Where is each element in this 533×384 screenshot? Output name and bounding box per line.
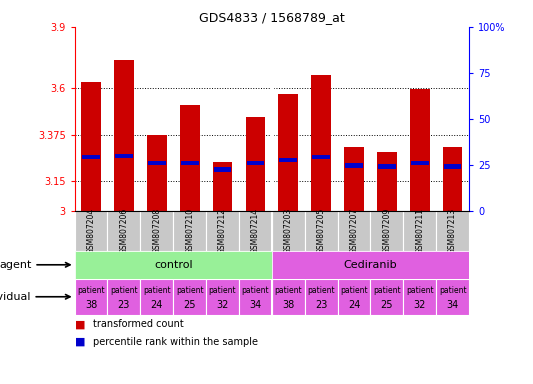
Text: GSM807211: GSM807211: [415, 208, 424, 254]
Bar: [247, 161, 264, 166]
Text: ■: ■: [75, 319, 85, 329]
Bar: [378, 164, 395, 169]
Bar: [81, 82, 101, 212]
Text: patient: patient: [110, 286, 138, 295]
Bar: [75, 212, 108, 251]
Text: patient: patient: [406, 286, 433, 295]
Bar: [272, 251, 469, 279]
Text: 24: 24: [151, 300, 163, 310]
Text: percentile rank within the sample: percentile rank within the sample: [93, 337, 259, 347]
Text: patient: patient: [176, 286, 204, 295]
Text: patient: patient: [340, 286, 368, 295]
Bar: [82, 155, 100, 159]
Bar: [173, 279, 206, 315]
Bar: [410, 89, 430, 212]
Bar: [272, 279, 305, 315]
Text: GSM807210: GSM807210: [185, 208, 194, 254]
Bar: [140, 212, 173, 251]
Text: GSM807212: GSM807212: [218, 208, 227, 254]
Text: control: control: [154, 260, 192, 270]
Bar: [206, 279, 239, 315]
Bar: [75, 251, 272, 279]
Bar: [115, 154, 133, 158]
Text: 23: 23: [315, 300, 327, 310]
Bar: [312, 155, 330, 159]
Bar: [370, 279, 403, 315]
Bar: [279, 158, 297, 162]
Bar: [311, 75, 331, 212]
Text: patient: patient: [308, 286, 335, 295]
Text: GSM807203: GSM807203: [284, 208, 293, 254]
Bar: [444, 164, 462, 169]
Text: 23: 23: [118, 300, 130, 310]
Text: GSM807209: GSM807209: [382, 208, 391, 254]
Text: 34: 34: [447, 300, 459, 310]
Bar: [345, 163, 363, 167]
Bar: [147, 134, 167, 212]
Bar: [370, 212, 403, 251]
Bar: [239, 279, 272, 315]
Text: 25: 25: [183, 300, 196, 310]
Bar: [344, 147, 364, 212]
Bar: [181, 161, 198, 166]
Bar: [337, 279, 370, 315]
Bar: [272, 212, 305, 251]
Bar: [213, 162, 232, 212]
Bar: [305, 212, 337, 251]
Text: GSM807204: GSM807204: [86, 208, 95, 254]
Bar: [114, 60, 134, 212]
Text: 24: 24: [348, 300, 360, 310]
Bar: [148, 161, 166, 166]
Text: GSM807208: GSM807208: [152, 208, 161, 254]
Bar: [377, 152, 397, 212]
Bar: [436, 279, 469, 315]
Bar: [140, 279, 173, 315]
Bar: [173, 212, 206, 251]
Text: 25: 25: [381, 300, 393, 310]
Text: Cediranib: Cediranib: [344, 260, 397, 270]
Text: 38: 38: [282, 300, 294, 310]
Bar: [403, 212, 436, 251]
Bar: [246, 117, 265, 212]
Text: patient: patient: [439, 286, 466, 295]
Text: GSM807206: GSM807206: [119, 208, 128, 254]
Text: 34: 34: [249, 300, 262, 310]
Bar: [278, 94, 298, 212]
Text: transformed count: transformed count: [93, 319, 184, 329]
Bar: [443, 147, 463, 212]
Text: patient: patient: [274, 286, 302, 295]
Bar: [214, 167, 231, 172]
Text: ■: ■: [75, 337, 85, 347]
Text: patient: patient: [143, 286, 171, 295]
Bar: [305, 279, 337, 315]
Bar: [411, 161, 429, 166]
Bar: [75, 279, 108, 315]
Bar: [239, 212, 272, 251]
Text: GSM807205: GSM807205: [317, 208, 326, 254]
Text: patient: patient: [373, 286, 401, 295]
Text: individual: individual: [0, 292, 70, 302]
Bar: [337, 212, 370, 251]
Text: GSM807207: GSM807207: [350, 208, 359, 254]
Text: 32: 32: [216, 300, 229, 310]
Text: patient: patient: [77, 286, 105, 295]
Text: 32: 32: [414, 300, 426, 310]
Bar: [436, 212, 469, 251]
Text: agent: agent: [0, 260, 70, 270]
Text: 38: 38: [85, 300, 97, 310]
Bar: [108, 279, 140, 315]
Title: GDS4833 / 1568789_at: GDS4833 / 1568789_at: [199, 11, 345, 24]
Text: GSM807213: GSM807213: [448, 208, 457, 254]
Bar: [180, 105, 199, 212]
Text: patient: patient: [209, 286, 236, 295]
Bar: [108, 212, 140, 251]
Bar: [206, 212, 239, 251]
Bar: [403, 279, 436, 315]
Text: GSM807214: GSM807214: [251, 208, 260, 254]
Text: patient: patient: [241, 286, 269, 295]
